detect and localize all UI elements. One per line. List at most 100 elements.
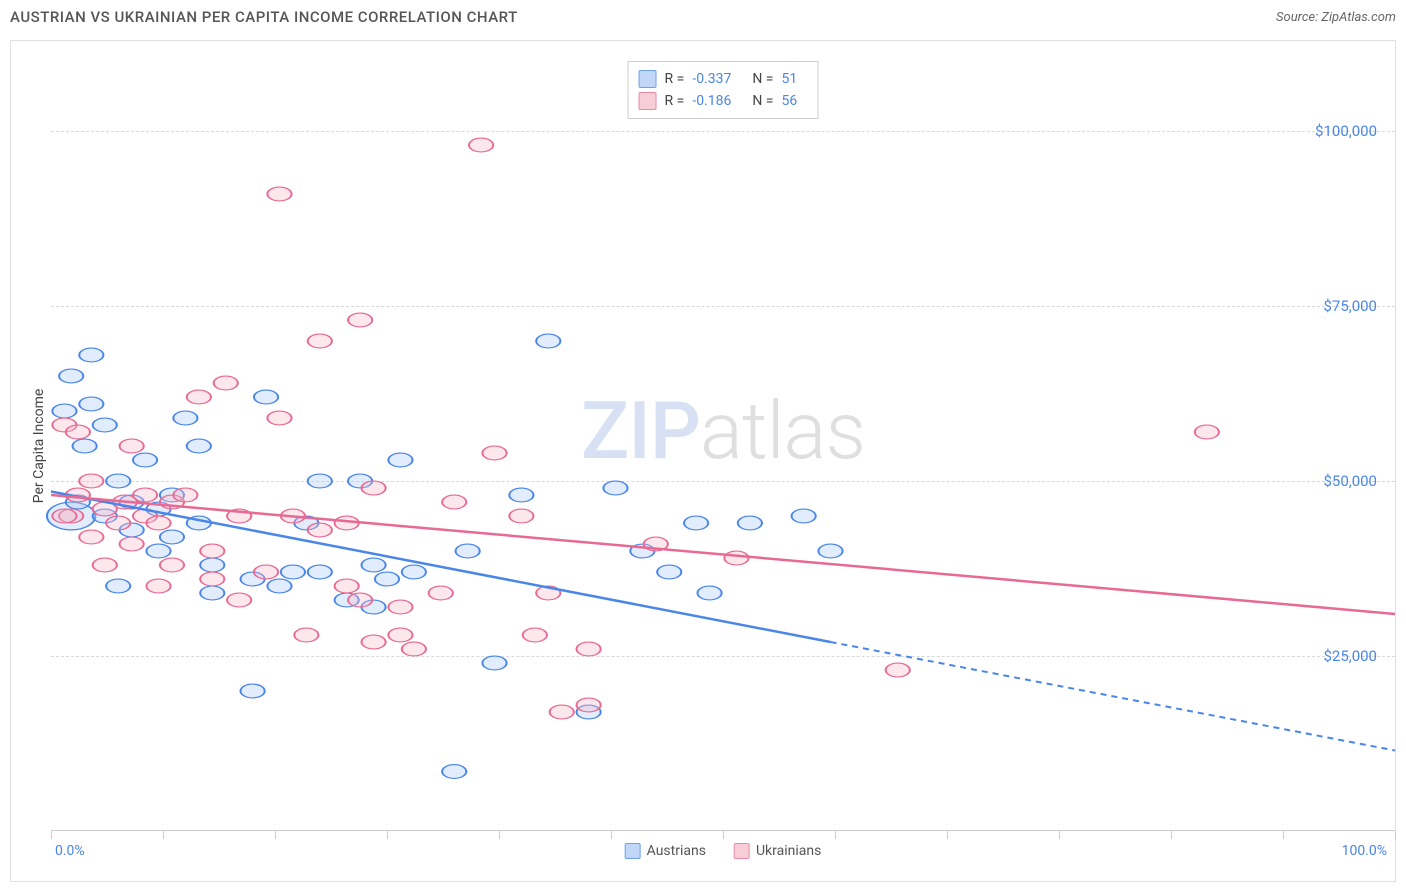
stats-r-value: -0.186: [692, 93, 744, 109]
stats-r-value: -0.337: [692, 71, 744, 87]
scatter-point: [388, 628, 412, 642]
scatter-point: [200, 558, 224, 572]
scatter-point: [375, 572, 399, 586]
scatter-point: [603, 481, 627, 495]
stats-n-label: N =: [752, 71, 773, 87]
stats-n-label: N =: [752, 93, 773, 109]
trendline: [51, 495, 1395, 614]
x-tick: [835, 831, 836, 839]
scatter-point: [308, 565, 332, 579]
x-tick: [611, 831, 612, 839]
scatter-point: [187, 390, 211, 404]
scatter-point: [456, 544, 480, 558]
scatter-point: [173, 411, 197, 425]
scatter-point: [254, 565, 278, 579]
scatter-point: [66, 425, 90, 439]
scatter-point: [550, 705, 574, 719]
scatter-point: [818, 544, 842, 558]
scatter-point: [442, 765, 466, 779]
scatter-point: [120, 439, 144, 453]
scatter-point: [133, 488, 157, 502]
stats-n-value: 51: [781, 71, 807, 87]
scatter-point: [738, 516, 762, 530]
legend-swatch: [734, 843, 750, 859]
scatter-point: [267, 411, 291, 425]
scatter-point: [79, 474, 103, 488]
scatter-point: [577, 698, 601, 712]
scatter-point: [388, 453, 412, 467]
scatter-point: [52, 509, 76, 523]
legend-label: Ukrainians: [756, 843, 821, 859]
scatter-point: [214, 376, 238, 390]
y-axis-label: Per Capita Income: [31, 389, 47, 504]
scatter-point: [308, 474, 332, 488]
scatter-point: [59, 369, 83, 383]
plot-area: Per Capita Income $25,000$50,000$75,000$…: [51, 61, 1395, 831]
scatter-point: [93, 418, 117, 432]
x-tick: [1171, 831, 1172, 839]
chart-title: AUSTRIAN VS UKRAINIAN PER CAPITA INCOME …: [10, 8, 518, 26]
scatter-point: [308, 334, 332, 348]
scatter-point: [200, 572, 224, 586]
scatter-point: [79, 530, 103, 544]
bottom-legend: AustriansUkrainians: [625, 843, 822, 859]
x-tick: [163, 831, 164, 839]
scatter-point: [146, 516, 170, 530]
scatter-point: [1195, 425, 1219, 439]
scatter-point: [106, 474, 130, 488]
scatter-point: [241, 684, 265, 698]
scatter-point: [133, 453, 157, 467]
stats-legend-box: R = -0.337 N = 51 R = -0.186 N = 56: [628, 61, 819, 119]
scatter-point: [577, 642, 601, 656]
scatter-point: [482, 656, 506, 670]
scatter-point: [523, 628, 547, 642]
scatter-point: [442, 495, 466, 509]
scatter-point: [187, 439, 211, 453]
x-tick: [387, 831, 388, 839]
scatter-point: [267, 579, 291, 593]
stats-row: R = -0.337 N = 51: [639, 68, 808, 90]
legend-swatch: [625, 843, 641, 859]
x-tick: [947, 831, 948, 839]
chart-container: Per Capita Income $25,000$50,000$75,000$…: [10, 40, 1396, 882]
scatter-point: [200, 586, 224, 600]
trendline-dashed: [831, 642, 1395, 751]
scatter-point: [79, 397, 103, 411]
scatter-point: [106, 516, 130, 530]
stats-n-value: 56: [781, 93, 807, 109]
scatter-point: [482, 446, 506, 460]
scatter-point: [536, 334, 560, 348]
scatter-point: [79, 348, 103, 362]
scatter-point: [254, 390, 278, 404]
x-axis-max-label: 100.0%: [1342, 843, 1387, 859]
scatter-point: [348, 313, 372, 327]
stats-r-label: R =: [665, 71, 685, 87]
scatter-point: [200, 544, 224, 558]
scatter-point: [160, 530, 184, 544]
x-tick: [1059, 831, 1060, 839]
x-tick: [723, 831, 724, 839]
scatter-point: [402, 565, 426, 579]
scatter-point: [294, 628, 318, 642]
scatter-point: [308, 523, 332, 537]
legend-swatch: [639, 92, 657, 110]
scatter-point: [348, 593, 372, 607]
scatter-point: [52, 404, 76, 418]
scatter-point: [509, 488, 533, 502]
stats-r-label: R =: [665, 93, 685, 109]
header: AUSTRIAN VS UKRAINIAN PER CAPITA INCOME …: [0, 0, 1406, 30]
scatter-point: [160, 558, 184, 572]
x-tick: [499, 831, 500, 839]
scatter-point: [469, 138, 493, 152]
scatter-point: [724, 551, 748, 565]
source-label: Source: ZipAtlas.com: [1276, 10, 1396, 25]
x-axis-min-label: 0.0%: [55, 843, 85, 859]
scatter-point: [120, 537, 144, 551]
scatter-point: [267, 187, 291, 201]
scatter-point: [429, 586, 453, 600]
scatter-point: [93, 558, 117, 572]
x-tick: [1395, 831, 1396, 839]
scatter-point: [73, 439, 97, 453]
scatter-point: [509, 509, 533, 523]
scatter-point: [361, 558, 385, 572]
